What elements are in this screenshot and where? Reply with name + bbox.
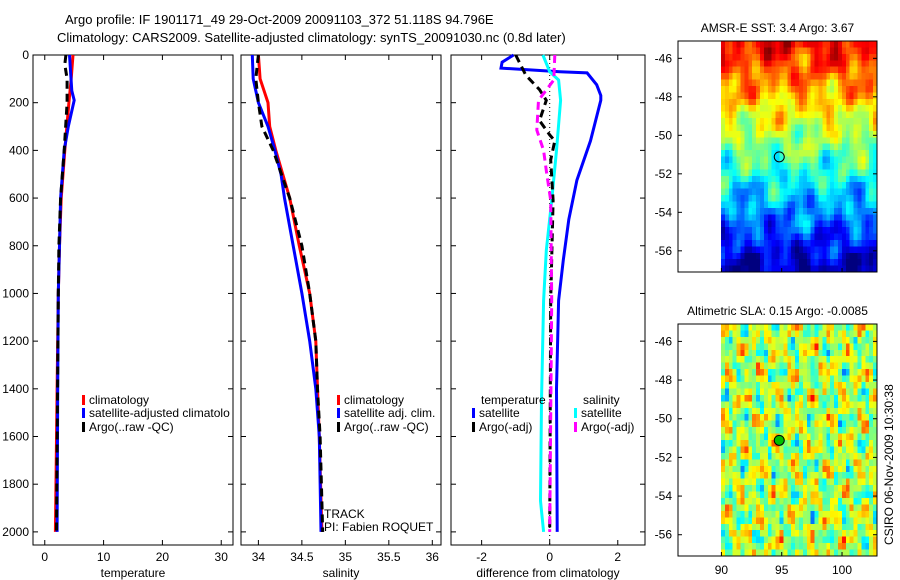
- legend-climatology-swatch: [82, 395, 85, 405]
- difference-xlabel: difference from climatology: [476, 566, 619, 580]
- temperature-ytick-label: 1000: [2, 286, 29, 300]
- temperature-ytick-label: 800: [9, 239, 29, 253]
- sst-map-ytick-label: -56: [655, 244, 673, 258]
- legend-argo-swatch: [337, 422, 340, 432]
- temperature-ytick-label: 600: [9, 191, 29, 205]
- difference-xtick-label: 2: [614, 550, 621, 564]
- timestamp-stamp: CSIRO 06-Nov-2009 10:30:38: [882, 384, 896, 545]
- legend-sal-satellite: satellite: [581, 406, 622, 420]
- salinity-xlabel: salinity: [323, 566, 360, 580]
- temperature-xtick-label: 30: [215, 550, 229, 564]
- legend-climatology: climatology: [344, 393, 404, 407]
- difference-xtick-label: 0: [546, 550, 553, 564]
- sla-map-ytick-label: -50: [655, 412, 673, 426]
- legend-argo-swatch: [82, 422, 85, 432]
- sla-map-ytick-label: -48: [655, 373, 673, 387]
- legend-argo: Argo(..raw -QC): [89, 420, 174, 434]
- difference-axes-box: [450, 54, 646, 546]
- temperature-ytick-label: 400: [9, 143, 29, 157]
- sla-map-xtick-label: 100: [832, 563, 852, 577]
- legend-temperature-header: temperature: [481, 393, 546, 407]
- temperature-ytick-label: 0: [22, 48, 29, 62]
- sla-map-title: Altimetric SLA: 0.15 Argo: -0.0085: [687, 304, 868, 318]
- figure-title-line1: Argo profile: IF 1901171_49 29-Oct-2009 …: [65, 12, 494, 27]
- legend-argo: Argo(..raw -QC): [344, 420, 429, 434]
- sst-map-ytick-label: -46: [655, 51, 673, 65]
- sla-map-ytick-label: -52: [655, 450, 673, 464]
- temperature-ytick-label: 200: [9, 96, 29, 110]
- sla-map-image: [721, 324, 877, 556]
- legend-sal-argo: Argo(-adj): [581, 420, 634, 434]
- legend-sal-satellite-swatch: [574, 408, 577, 418]
- salinity-xtick-label: 35.5: [377, 550, 401, 564]
- legend-satellite-adjusted: satellite-adjusted climatolo: [89, 406, 230, 420]
- sla-map-xtick-label: 95: [775, 563, 789, 577]
- difference-series-temperature-argo-adj-: [514, 54, 557, 532]
- difference-xtick-label: -2: [476, 550, 487, 564]
- sst-map-axes-box: [677, 40, 878, 273]
- sla-map-argo-marker: [773, 434, 785, 446]
- difference-series-salinity-argo-adj-: [535, 54, 557, 532]
- salinity-xtick-label: 34.5: [290, 550, 314, 564]
- sla-map-ytick-label: -54: [655, 489, 673, 503]
- temperature-ytick-label: 1400: [2, 382, 29, 396]
- difference-series-temperature-satellite: [499, 53, 603, 532]
- legend-sal-argo-swatch: [574, 422, 577, 432]
- salinity-axes-box: [240, 54, 442, 546]
- salinity-series-argo-raw-qc-: [254, 54, 325, 532]
- temperature-ytick-label: 1600: [2, 430, 29, 444]
- temperature-ytick-label: 2000: [2, 525, 29, 539]
- sla-map-axes-box: [677, 323, 878, 557]
- legend-temp-satellite-swatch: [472, 408, 475, 418]
- sst-map-ytick-label: -52: [655, 167, 673, 181]
- temperature-xlabel: temperature: [101, 566, 166, 580]
- legend-salinity-header: salinity: [583, 393, 620, 407]
- legend-satellite-adj-swatch: [337, 408, 340, 418]
- temperature-xtick-label: 0: [41, 550, 48, 564]
- temperature-axes-box: [32, 54, 234, 546]
- sla-map-ytick-label: -56: [655, 528, 673, 542]
- legend-climatology: climatology: [89, 393, 149, 407]
- sst-map-ytick-label: -48: [655, 90, 673, 104]
- temperature-xtick-label: 10: [97, 550, 111, 564]
- temperature-series-argo-raw-qc-: [55, 54, 69, 532]
- legend-temp-argo: Argo(-adj): [479, 420, 532, 434]
- salinity-xtick-label: 35: [339, 550, 353, 564]
- pi-label: PI: Fabien ROQUET: [324, 520, 434, 534]
- legend-temp-satellite: satellite: [479, 406, 520, 420]
- sst-map-image: [721, 41, 877, 272]
- sst-map-argo-marker: [773, 151, 785, 163]
- sst-map-title: AMSR-E SST: 3.4 Argo: 3.67: [701, 21, 855, 35]
- sla-map-ytick-label: -46: [655, 334, 673, 348]
- temperature-xtick-label: 20: [156, 550, 170, 564]
- temperature-ytick-label: 1800: [2, 477, 29, 491]
- legend-temp-argo-swatch: [472, 422, 475, 432]
- salinity-xtick-label: 36: [426, 550, 440, 564]
- sla-map-xtick-label: 90: [715, 563, 729, 577]
- legend-climatology-swatch: [337, 395, 340, 405]
- legend-satellite-adj: satellite adj. clim.: [344, 406, 435, 420]
- salinity-xtick-label: 34: [252, 550, 266, 564]
- temperature-ytick-label: 1200: [2, 334, 29, 348]
- legend-satellite-adjusted-swatch: [82, 408, 85, 418]
- sst-map-ytick-label: -54: [655, 205, 673, 219]
- salinity-series-satellite-adj-clim-: [250, 54, 323, 532]
- sst-map-ytick-label: -50: [655, 128, 673, 142]
- track-label: TRACK: [324, 507, 365, 521]
- figure-title-line2: Climatology: CARS2009. Satellite-adjuste…: [57, 30, 566, 45]
